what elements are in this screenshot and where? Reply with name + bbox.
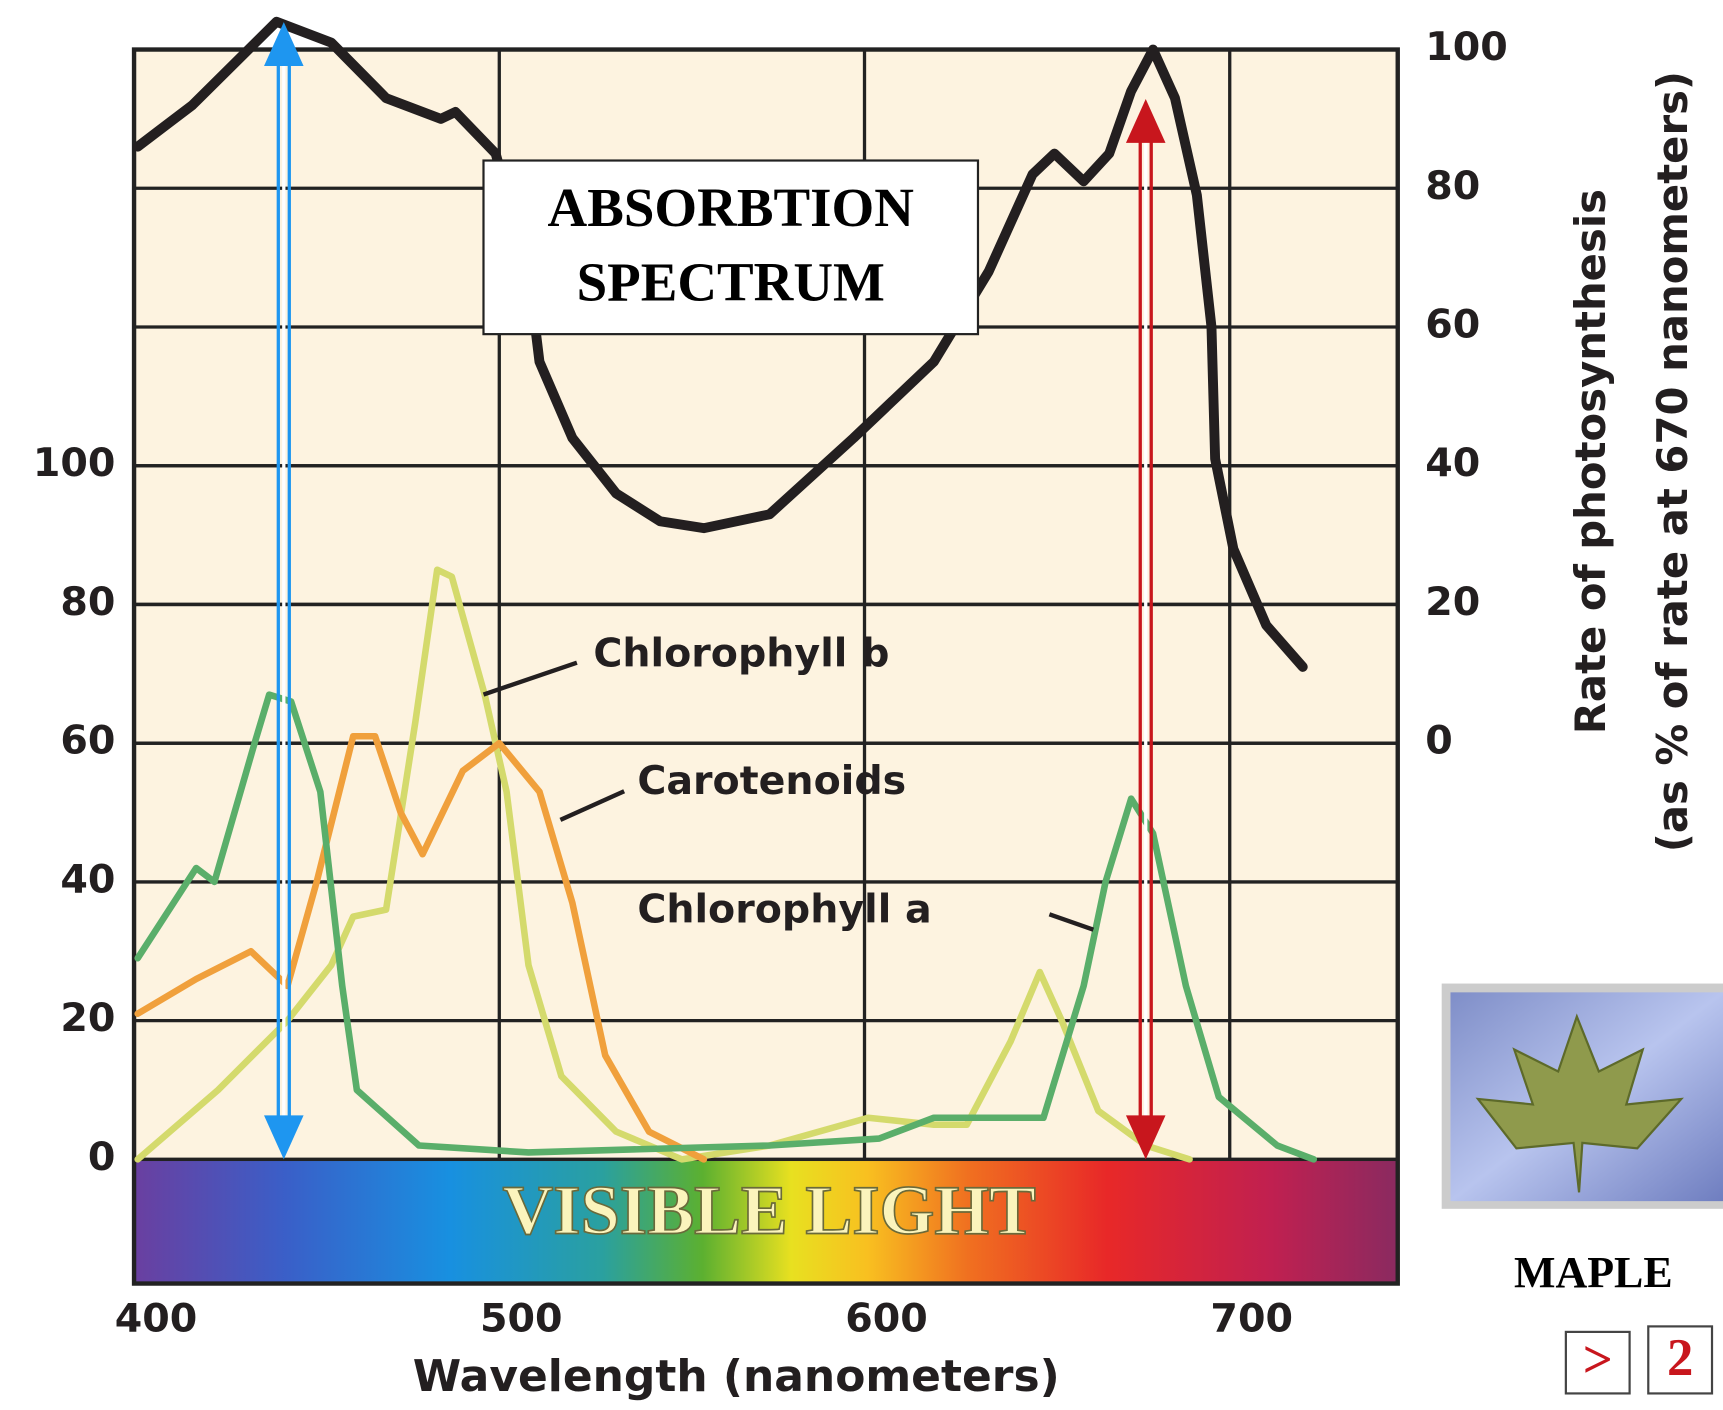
- series-line: [134, 691, 1318, 1163]
- arrow-head: [1125, 1115, 1166, 1160]
- x-axis-label: Wavelength (nanometers): [413, 1351, 1060, 1402]
- page-button[interactable]: [1647, 1325, 1714, 1395]
- annotation: SPECTRUM: [577, 252, 885, 313]
- plot-border: [131, 47, 1400, 1286]
- series-line: [134, 566, 1193, 1163]
- maple-image: [1441, 983, 1723, 1209]
- band-label: VISIBLE LIGHT: [502, 1172, 1035, 1250]
- page-button-label[interactable]: 2: [1667, 1329, 1693, 1387]
- arrow: [264, 22, 304, 1160]
- spectrum-band: [132, 1157, 1400, 1286]
- caption: MAPLE: [1514, 1248, 1673, 1297]
- leader-line: [559, 789, 626, 822]
- leader-line: [482, 660, 578, 697]
- y2-axis-label: Rate of photosynthesis: [1566, 189, 1615, 734]
- y2-tick-label: 100: [1425, 24, 1508, 70]
- annotation-box: [482, 159, 980, 336]
- x-tick-label: 600: [845, 1295, 928, 1341]
- y2-tick-label: 80: [1425, 163, 1480, 209]
- arrow: [1125, 98, 1166, 1160]
- y2-tick-label: 40: [1425, 440, 1480, 486]
- y2-tick-label: 0: [1425, 718, 1453, 764]
- arrow-head: [264, 22, 304, 67]
- y-tick-label: 0: [88, 1134, 116, 1180]
- series-label: Carotenoids: [637, 758, 906, 804]
- series-line: [134, 732, 708, 1163]
- nav-button[interactable]: [1564, 1330, 1631, 1395]
- leader-line: [1048, 912, 1095, 932]
- y2-axis-label: (as % of rate at 670 nanometers): [1648, 71, 1697, 852]
- x-tick-label: 400: [115, 1295, 198, 1341]
- arrow-head: [1125, 98, 1166, 143]
- y-tick-label: 60: [60, 718, 115, 764]
- y2-tick-label: 60: [1425, 301, 1480, 347]
- annotation: ABSORBTION: [548, 177, 914, 238]
- y-tick-label: 20: [60, 995, 115, 1041]
- nav-button-label[interactable]: >: [1583, 1331, 1613, 1389]
- y-tick-label: 100: [33, 440, 116, 486]
- y-tick-label: 80: [60, 579, 115, 625]
- y2-tick-label: 20: [1425, 579, 1480, 625]
- series-line: [132, 16, 1308, 672]
- series-label: Chlorophyll a: [637, 887, 931, 933]
- series-label: Chlorophyll b: [593, 631, 889, 677]
- x-tick-label: 700: [1210, 1295, 1293, 1341]
- x-tick-label: 500: [480, 1295, 563, 1341]
- y-tick-label: 40: [60, 856, 115, 902]
- arrow-head: [264, 1115, 304, 1160]
